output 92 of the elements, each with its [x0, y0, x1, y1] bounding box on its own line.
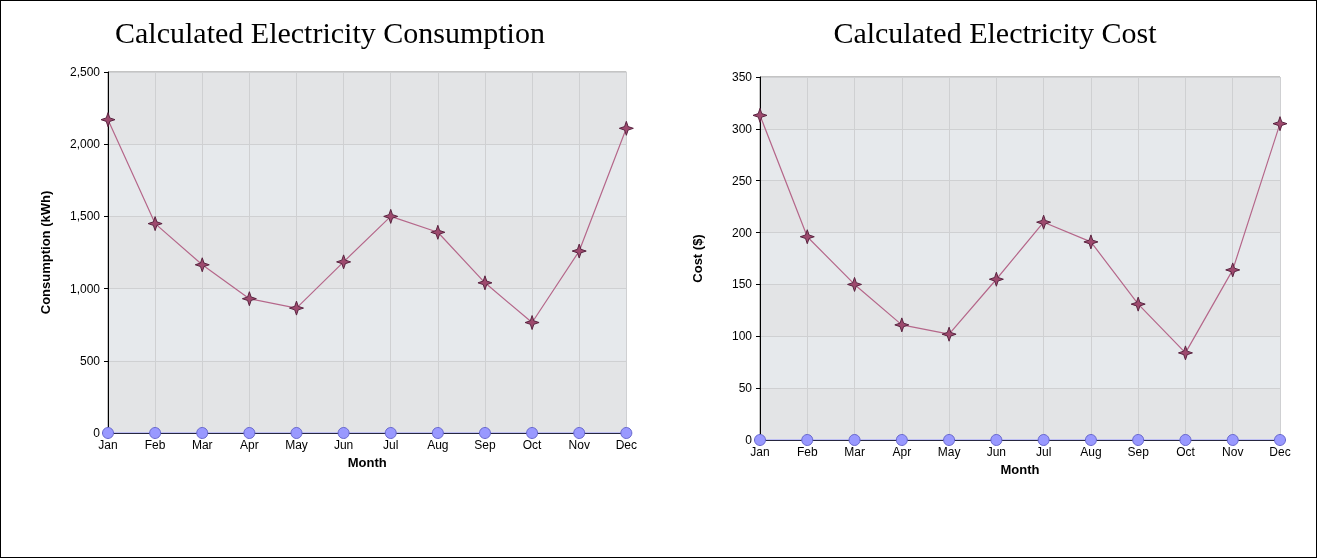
y-tick-label: 2,500 — [69, 65, 101, 79]
point — [1036, 214, 1052, 230]
x-tick-label: Aug — [427, 438, 449, 452]
x-axis-title: Month — [347, 454, 387, 470]
point — [943, 434, 956, 446]
y-axis-title: Cost ($) — [690, 234, 705, 283]
chart-title: Calculated Electricity Cost — [833, 15, 1158, 49]
y-tick-label: 1,000 — [69, 281, 101, 296]
x-tick-label: Dec — [1269, 445, 1291, 459]
point — [1037, 434, 1050, 446]
point — [430, 224, 446, 240]
point — [102, 427, 114, 439]
point — [847, 276, 863, 292]
x-tick-label: Apr — [892, 445, 912, 459]
point — [990, 434, 1003, 446]
y-tick-label: 250 — [731, 173, 753, 188]
point — [941, 326, 957, 342]
y-tick-label: 200 — [731, 225, 753, 240]
point — [895, 434, 908, 446]
y-tick-label: 0 — [745, 433, 753, 447]
x-tick-label: Sep — [1127, 445, 1150, 459]
chart-title: Calculated Electricity Consumption — [115, 15, 545, 49]
point — [754, 434, 766, 446]
point — [1272, 116, 1288, 132]
y-tick-label: 100 — [731, 329, 753, 344]
x-tick-label: Jul — [383, 438, 399, 452]
x-tick-label: Jul — [1035, 445, 1052, 459]
x-tick-label: Feb — [144, 438, 166, 452]
point — [149, 427, 162, 439]
point — [571, 243, 587, 259]
point — [573, 427, 586, 439]
x-tick-label: May — [937, 445, 961, 459]
x-tick-label: Mar — [844, 445, 865, 459]
point — [1274, 434, 1286, 446]
x-tick-label: Jun — [986, 445, 1007, 459]
point — [384, 427, 397, 439]
point — [1225, 262, 1241, 278]
point — [477, 275, 493, 291]
point — [243, 427, 256, 439]
point — [478, 427, 491, 439]
point — [1177, 345, 1193, 361]
x-tick-label: Mar — [191, 438, 213, 452]
y-tick-label: 1,500 — [69, 209, 101, 224]
point — [988, 271, 1004, 287]
point — [288, 300, 304, 316]
x-tick-label: Nov — [1222, 445, 1244, 459]
x-tick-label: Jan — [98, 438, 118, 452]
point — [336, 254, 352, 270]
point — [801, 434, 814, 446]
y-axis-title: Consumption (kWh) — [38, 190, 53, 315]
point — [1226, 434, 1239, 446]
point — [524, 315, 540, 331]
point — [194, 257, 210, 273]
point — [1083, 234, 1099, 250]
y-tick-label: 500 — [79, 353, 101, 368]
point — [383, 208, 399, 224]
y-tick-label: 2,000 — [69, 137, 101, 152]
x-tick-label: Jun — [333, 438, 354, 452]
y-tick-label: 150 — [731, 277, 753, 292]
y-tick-label: 0 — [93, 426, 101, 440]
x-tick-label: Oct — [1176, 445, 1196, 459]
y-tick-label: 350 — [731, 70, 753, 84]
x-tick-label: Dec — [615, 438, 637, 452]
point — [100, 112, 116, 128]
x-tick-label: May — [285, 438, 308, 452]
x-tick-label: Apr — [240, 438, 259, 452]
point — [241, 291, 257, 307]
point — [337, 427, 350, 439]
y-tick-label: 50 — [738, 381, 753, 396]
point — [290, 427, 303, 439]
y-tick-label: 300 — [731, 121, 753, 136]
point — [618, 120, 634, 136]
x-tick-label: Aug — [1080, 445, 1102, 459]
point — [620, 427, 633, 439]
point — [196, 427, 209, 439]
point — [752, 107, 768, 123]
point — [1130, 296, 1146, 312]
point — [526, 427, 539, 439]
x-tick-label: Jan — [750, 445, 770, 459]
point — [799, 229, 815, 245]
x-axis-title: Month — [1000, 461, 1040, 477]
point — [894, 317, 910, 333]
point — [147, 216, 163, 232]
x-tick-label: Oct — [522, 438, 543, 452]
point — [1132, 434, 1145, 446]
point — [1179, 434, 1192, 446]
x-tick-label: Nov — [568, 438, 590, 452]
point — [1084, 434, 1097, 446]
point — [848, 434, 861, 446]
x-tick-label: Sep — [474, 438, 496, 452]
x-tick-label: Feb — [796, 445, 818, 459]
point — [431, 427, 444, 439]
